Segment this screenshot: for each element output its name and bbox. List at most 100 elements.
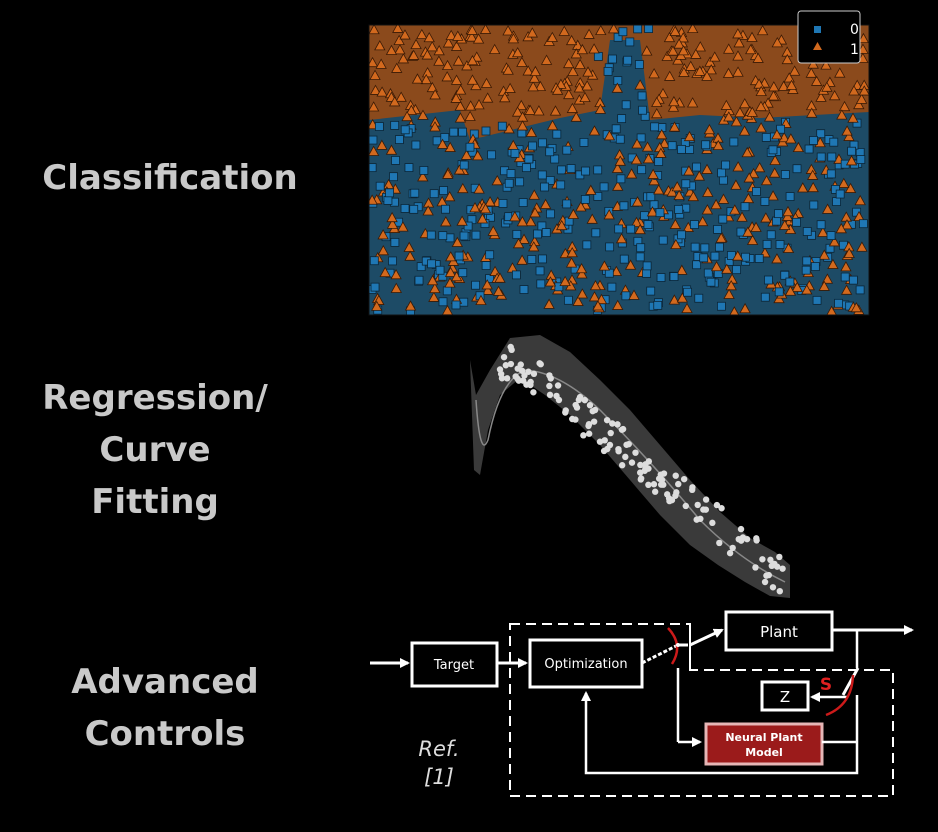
class1-marker xyxy=(407,49,420,60)
class0-marker xyxy=(554,282,564,292)
class0-marker xyxy=(390,120,400,130)
regression-point xyxy=(618,462,626,469)
class1-marker xyxy=(655,147,667,158)
class1-marker xyxy=(710,260,723,272)
class0-marker xyxy=(370,282,380,292)
class1-marker xyxy=(858,85,869,96)
class1-marker xyxy=(504,82,516,93)
regression-label-line3: Fitting xyxy=(91,482,219,522)
class0-marker xyxy=(481,126,491,136)
regression-point xyxy=(508,346,515,354)
class1-marker xyxy=(470,79,482,91)
class1-marker xyxy=(464,110,476,121)
class1-marker xyxy=(482,284,494,295)
class0-marker xyxy=(752,187,761,196)
class1-marker xyxy=(614,155,626,166)
class1-marker xyxy=(526,27,538,38)
class0-marker xyxy=(658,235,668,245)
class1-marker xyxy=(502,64,514,75)
class0-marker xyxy=(809,136,818,145)
class1-marker xyxy=(586,213,598,224)
class1-marker xyxy=(417,109,429,120)
class0-marker xyxy=(692,260,702,270)
class1-marker xyxy=(676,292,689,303)
class0-marker xyxy=(643,220,653,230)
class1-marker xyxy=(658,137,671,148)
class0-marker xyxy=(391,156,400,165)
class0-marker xyxy=(849,275,858,285)
class1-marker xyxy=(634,223,646,235)
class0-marker xyxy=(826,169,836,179)
class1-marker xyxy=(481,92,494,103)
class0-marker xyxy=(617,114,627,124)
class0-marker xyxy=(400,125,410,135)
class1-marker xyxy=(624,259,637,270)
class0-marker xyxy=(766,230,776,240)
regression-point xyxy=(603,416,611,424)
class1-marker xyxy=(401,110,413,122)
class0-marker xyxy=(383,195,393,205)
class1-marker xyxy=(466,25,478,35)
regression-point xyxy=(752,564,759,571)
class0-marker xyxy=(552,129,562,139)
class1-marker xyxy=(768,81,780,92)
class0-marker xyxy=(780,270,790,280)
class0-marker xyxy=(721,160,731,170)
class1-marker xyxy=(457,182,469,194)
class0-marker xyxy=(438,231,448,241)
regression-point xyxy=(562,407,569,414)
classification-legend: 0 1 xyxy=(797,10,861,64)
regression-point xyxy=(586,402,594,409)
class1-marker xyxy=(511,46,524,58)
class1-marker xyxy=(428,291,440,302)
class1-marker xyxy=(702,186,714,197)
class0-marker xyxy=(827,152,837,162)
class1-marker xyxy=(664,70,676,81)
class0-marker xyxy=(481,261,491,270)
class1-marker xyxy=(444,266,457,277)
class1-marker xyxy=(390,268,402,280)
class1-marker xyxy=(450,40,463,51)
class1-marker xyxy=(588,291,601,302)
class1-marker xyxy=(369,84,382,95)
class1-marker xyxy=(588,43,600,54)
class0-marker xyxy=(699,253,709,263)
class1-marker xyxy=(807,169,819,180)
regression-point xyxy=(607,429,614,437)
class0-marker xyxy=(812,295,822,305)
class1-marker xyxy=(712,139,724,151)
class1-marker xyxy=(807,181,819,193)
class0-marker xyxy=(605,242,615,252)
class0-marker xyxy=(649,200,659,210)
class1-marker xyxy=(476,213,489,224)
class0-marker xyxy=(626,224,636,234)
regression-point xyxy=(718,505,725,512)
class0-marker xyxy=(717,301,726,311)
regression-point xyxy=(713,501,721,509)
class0-marker xyxy=(459,160,469,170)
class0-marker xyxy=(654,157,664,166)
class1-marker xyxy=(642,153,655,164)
class0-marker xyxy=(538,254,547,264)
regression-point xyxy=(554,382,562,389)
class0-marker xyxy=(715,242,724,252)
class1-marker xyxy=(444,141,456,152)
class0-marker xyxy=(761,132,771,142)
class1-marker xyxy=(753,162,766,173)
class0-marker xyxy=(847,146,856,156)
class1-marker xyxy=(426,274,439,286)
regression-point xyxy=(651,488,659,495)
regression-point xyxy=(680,475,688,483)
class0-marker xyxy=(435,265,445,275)
classification-label: Classification xyxy=(30,152,310,204)
class1-marker xyxy=(376,86,388,97)
class0-marker xyxy=(429,189,439,199)
regression-point xyxy=(546,391,554,399)
class1-marker xyxy=(671,181,683,192)
class1-marker xyxy=(818,280,830,291)
class1-marker xyxy=(585,184,597,195)
class1-marker xyxy=(566,102,579,113)
class1-marker xyxy=(558,25,570,36)
class1-marker xyxy=(563,57,575,69)
class0-marker xyxy=(556,180,566,190)
